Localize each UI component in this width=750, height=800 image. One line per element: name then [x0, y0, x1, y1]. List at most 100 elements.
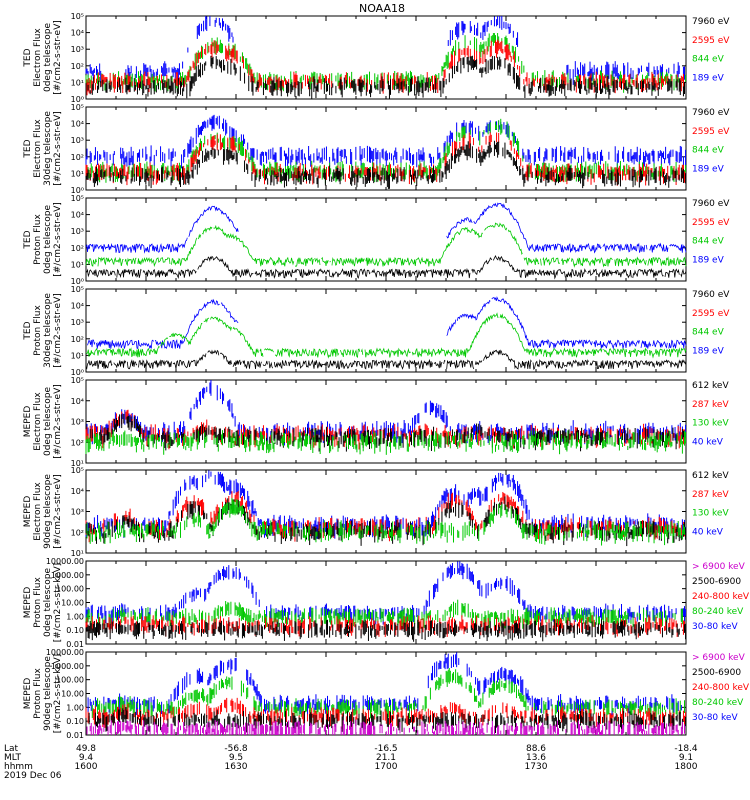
y-tick-label: 10²: [71, 244, 84, 253]
series-2: [85, 312, 687, 359]
legend-entry: 189 eV: [692, 346, 725, 356]
legend-entry: 612 keV: [692, 381, 729, 391]
y-tick-label: 10¹: [71, 351, 84, 360]
legend-entry: 189 eV: [692, 164, 725, 174]
series-1: [87, 296, 687, 350]
y-tick-label: 10¹: [71, 169, 84, 178]
legend-entry: 844 eV: [692, 146, 725, 156]
y-axis-label-line: [#/cm2-s-str-eV]: [53, 202, 63, 277]
y-tick-label: 10³: [71, 45, 84, 54]
y-tick-label: 10⁵: [71, 376, 84, 385]
y-tick-label: 10⁴: [71, 211, 84, 220]
y-tick-label: 10²: [71, 335, 84, 344]
y-axis-label-line: TED: [23, 48, 33, 67]
panel-5: 10¹ 10² 10³ 10⁴ 10⁵ MEPED Electron Flux 0deg te…: [23, 376, 729, 468]
series-line: [85, 202, 687, 254]
series-line: [85, 349, 687, 371]
y-axis-label-line: 90deg telescope: [43, 474, 53, 549]
y-tick-label: 10¹: [71, 260, 84, 269]
legend-entry: 2595 eV: [692, 127, 730, 137]
legend-entry: 287 keV: [692, 400, 729, 410]
panel-frame: [85, 197, 687, 282]
y-tick-label: 10³: [71, 418, 84, 427]
legend-entry: 7960 eV: [692, 199, 730, 209]
panel-frame: [85, 288, 687, 373]
y-tick-label: 10⁰: [71, 277, 84, 286]
legend-entry: 40 keV: [692, 437, 724, 447]
y-tick-label: 10³: [71, 227, 84, 236]
y-tick-label: 10⁴: [71, 29, 84, 38]
y-tick-label: 10¹: [71, 549, 84, 558]
y-tick-label: 10⁵: [71, 466, 84, 475]
y-axis-label-line: TED: [23, 230, 33, 249]
series-1: [86, 380, 687, 446]
y-tick-label: 10⁴: [71, 120, 84, 129]
legend-entry: 287 keV: [692, 490, 729, 500]
y-axis-label-line: [#/cm2-s-str-eV]: [53, 20, 63, 95]
legend-entry: 40 keV: [692, 527, 724, 537]
y-tick-label: 10⁵: [71, 12, 84, 21]
panel-frame: [85, 469, 687, 554]
y-axis-label-line: Electron Flux: [33, 119, 43, 178]
y-tick-label: 10²: [71, 153, 84, 162]
y-axis-label-line: [#/cm2-s-str-eV]: [53, 111, 63, 186]
y-tick-label: 10⁰: [71, 368, 84, 377]
y-tick-label: 10³: [71, 136, 84, 145]
legend-entry: 2595 eV: [692, 36, 730, 46]
y-axis-label-line: 0deg telescope: [43, 387, 53, 457]
legend-entry: 612 keV: [692, 471, 729, 481]
y-axis-label-line: 0deg telescope: [43, 23, 53, 93]
series-4: [85, 429, 687, 455]
series-3: [85, 254, 687, 280]
y-axis-label-line: Proton Flux: [33, 214, 43, 265]
panel-6: 10¹ 10² 10³ 10⁴ 10⁵ MEPED Electron Flux 90deg t…: [23, 466, 729, 558]
series-4: [86, 498, 685, 546]
legend-entry: 7960 eV: [692, 108, 730, 118]
y-tick-label: 10⁴: [71, 487, 84, 496]
y-axis-label-line: Electron Flux: [33, 28, 43, 87]
y-tick-label: 10³: [71, 508, 84, 517]
y-tick-label: 10⁵: [71, 103, 84, 112]
legend-entry: 189 eV: [692, 73, 725, 83]
series-1: [85, 202, 687, 254]
y-axis-label-line: 30deg telescope: [43, 111, 53, 186]
legend-entry: 189 eV: [692, 255, 725, 265]
y-axis-label-line: TED: [23, 139, 33, 158]
y-tick-label: 10⁰: [71, 186, 84, 195]
series-line: [85, 312, 687, 359]
y-tick-label: 10¹: [71, 459, 84, 468]
legend-entry: 130 keV: [692, 509, 729, 519]
legend-entry: 130 keV: [692, 419, 729, 429]
y-tick-label: 10²: [71, 62, 84, 71]
legend-entry: 2595 eV: [692, 218, 730, 228]
y-tick-label: 10⁵: [71, 194, 84, 203]
y-axis-label-line: 30deg telescope: [43, 293, 53, 368]
legend-entry: 844 eV: [692, 328, 725, 338]
y-axis-label-line: 0deg telescope: [43, 205, 53, 275]
series-line: [85, 254, 687, 280]
legend-entry: 844 eV: [692, 237, 725, 247]
panel-3: 10⁰ 10¹ 10² 10³ 10⁴ 10⁵ TED Proton Flux 0deg tel…: [23, 194, 730, 286]
y-tick-label: 10⁵: [71, 285, 84, 294]
series-4: [85, 55, 685, 99]
y-axis-label-line: MEPED: [23, 406, 33, 438]
panel-1: 10⁰ 10¹ 10² 10³ 10⁴ 10⁵ TED Electron Flux 0deg t…: [23, 12, 730, 104]
series-1: [85, 114, 687, 170]
series-3: [85, 349, 687, 371]
y-axis-label-line: [#/cm2-s-str-eV]: [53, 293, 63, 368]
panel-2: 10⁰ 10¹ 10² 10³ 10⁴ 10⁵ TED Electron Flux 30deg …: [23, 103, 730, 195]
legend-entry: 2595 eV: [692, 309, 730, 319]
legend-entry: 844 eV: [692, 55, 725, 65]
y-tick-label: 10²: [71, 528, 84, 537]
y-axis-label-line: [#/cm2-s-str-eV]: [53, 474, 63, 549]
series-4: [85, 140, 687, 189]
y-axis-label-line: Electron Flux: [33, 482, 43, 541]
y-axis-label-line: [#/cm2-s-str-eV]: [53, 384, 63, 459]
y-axis-label-line: Proton Flux: [33, 305, 43, 356]
y-tick-label: 10¹: [71, 78, 84, 87]
y-tick-label: 10⁴: [71, 302, 84, 311]
legend-entry: 7960 eV: [692, 17, 730, 27]
y-tick-label: 10²: [71, 438, 84, 447]
